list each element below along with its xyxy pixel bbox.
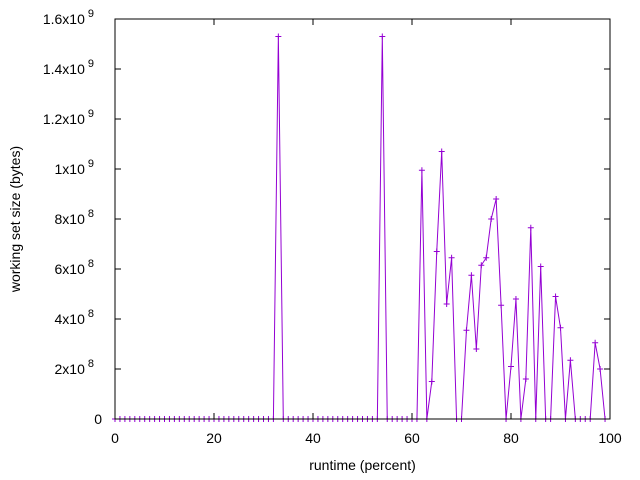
y-tick-label-base: 1x10: [55, 161, 86, 177]
y-tick-label-base: 6x10: [55, 261, 86, 277]
y-tick-label-exponent: 8: [88, 358, 94, 370]
y-tick-label: 1.6x10 9: [43, 8, 94, 27]
data-point-marker: [512, 296, 519, 302]
data-point-marker: [488, 216, 495, 222]
y-axis-label: working set size (bytes): [7, 146, 23, 293]
y-tick-label-base: 0: [94, 411, 102, 427]
y-tick-label-exponent: 9: [88, 58, 94, 70]
data-point-marker: [557, 324, 564, 331]
data-point-marker: [498, 302, 505, 309]
y-tick-label-exponent: 9: [88, 158, 94, 170]
x-tick-label: 60: [404, 430, 420, 446]
y-tick-label-exponent: 9: [88, 108, 94, 120]
y-tick-label: 1.4x10 9: [43, 58, 94, 77]
y-tick-label: 1x10 9: [55, 158, 94, 177]
y-tick-label-exponent: 8: [88, 208, 94, 220]
x-tick-label: 100: [598, 430, 622, 446]
data-point-marker: [493, 196, 500, 202]
data-point-marker: [448, 254, 455, 261]
data-point-marker: [537, 263, 544, 270]
x-tick-label: 40: [305, 430, 321, 446]
data-point-marker: [418, 167, 425, 174]
x-axis-label: runtime (percent): [309, 457, 416, 473]
data-point-marker: [468, 272, 475, 279]
data-point-marker: [443, 301, 450, 307]
y-tick-label-base: 1.4x10: [43, 61, 85, 77]
data-point-marker: [438, 148, 445, 155]
data-point-marker: [428, 378, 435, 385]
data-point-marker: [463, 327, 470, 334]
y-tick-label: 0: [94, 411, 102, 427]
y-tick-label-base: 8x10: [55, 211, 86, 227]
y-tick-label: 6x10 8: [55, 258, 94, 277]
data-point-marker: [483, 254, 490, 261]
y-tick-label-exponent: 9: [88, 8, 94, 20]
data-point-marker: [275, 33, 282, 40]
y-tick-label-base: 4x10: [55, 311, 86, 327]
y-tick-label-exponent: 8: [88, 258, 94, 270]
data-point-marker: [552, 293, 559, 300]
x-tick-label: 20: [206, 430, 222, 446]
y-tick-label: 2x10 8: [55, 358, 94, 377]
x-tick-label: 0: [111, 430, 119, 446]
data-point-marker: [473, 346, 480, 352]
data-point-marker: [592, 339, 599, 346]
data-point-marker: [379, 33, 386, 40]
data-point-marker: [567, 357, 574, 364]
data-point-marker: [522, 376, 529, 382]
data-point-marker: [508, 363, 514, 370]
y-tick-label-exponent: 8: [88, 308, 94, 320]
y-tick-label: 4x10 8: [55, 308, 94, 327]
data-point-marker: [433, 248, 440, 255]
y-tick-label-base: 1.2x10: [43, 111, 85, 127]
data-point-marker: [597, 366, 604, 372]
data-point-marker: [478, 262, 485, 269]
y-tick-label: 1.2x10 9: [43, 108, 94, 127]
y-tick-label: 8x10 8: [55, 208, 94, 227]
x-tick-label: 80: [503, 430, 519, 446]
data-point-marker: [527, 224, 534, 231]
y-tick-label-base: 1.6x10: [43, 11, 85, 27]
y-tick-label-base: 2x10: [55, 361, 86, 377]
